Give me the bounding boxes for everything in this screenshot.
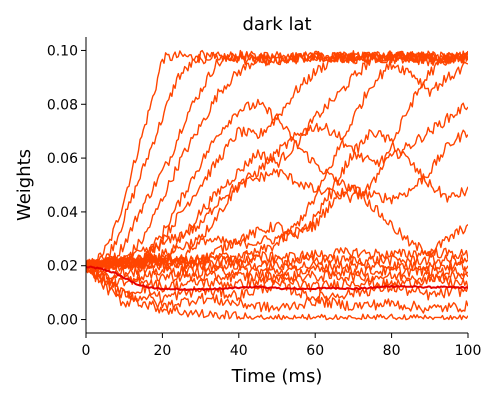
x-axis-ticks: 0 20 40 60 80 100 [82,333,482,359]
weight-trace-12 [86,183,468,269]
weight-trace-5 [86,50,468,270]
x-tick-label: 80 [383,343,401,359]
weight-trace-21 [86,260,468,293]
weight-trace-3 [86,50,468,270]
x-tick-label: 60 [306,343,324,359]
y-tick-label: 0.06 [47,151,78,167]
weight-trace-10 [86,51,468,270]
x-tick-label: 20 [153,343,171,359]
x-tick-label: 100 [455,343,482,359]
y-tick-label: 0.02 [47,259,78,275]
mean-weight-layer [86,265,468,292]
y-tick-label: 0.04 [47,205,78,221]
weight-trace-2 [86,49,468,270]
x-tick-label: 0 [82,343,91,359]
weight-trace-14 [86,254,468,269]
y-tick-label: 0.10 [47,43,78,59]
mean-weight-line [86,265,468,292]
weight-trace-4 [86,50,468,271]
weight-trace-16 [86,260,468,278]
weight-trace-1 [86,49,468,266]
weight-traces [86,49,468,321]
y-tick-label: 0.00 [47,313,78,329]
y-axis-label: Weights [14,149,35,221]
y-tick-label: 0.08 [47,97,78,113]
weight-trace-6 [86,50,468,270]
weight-trace-13 [86,247,468,270]
weight-trace-20 [86,263,468,314]
x-axis-label: Time (ms) [231,366,323,387]
x-tick-label: 40 [230,343,248,359]
y-axis-ticks: 0.00 0.02 0.04 0.06 0.08 0.10 [47,43,86,329]
weight-trace-19 [86,265,468,304]
chart-title: dark lat [242,14,311,35]
weight-trace-18 [86,263,468,321]
weight-trace-15 [86,259,468,272]
